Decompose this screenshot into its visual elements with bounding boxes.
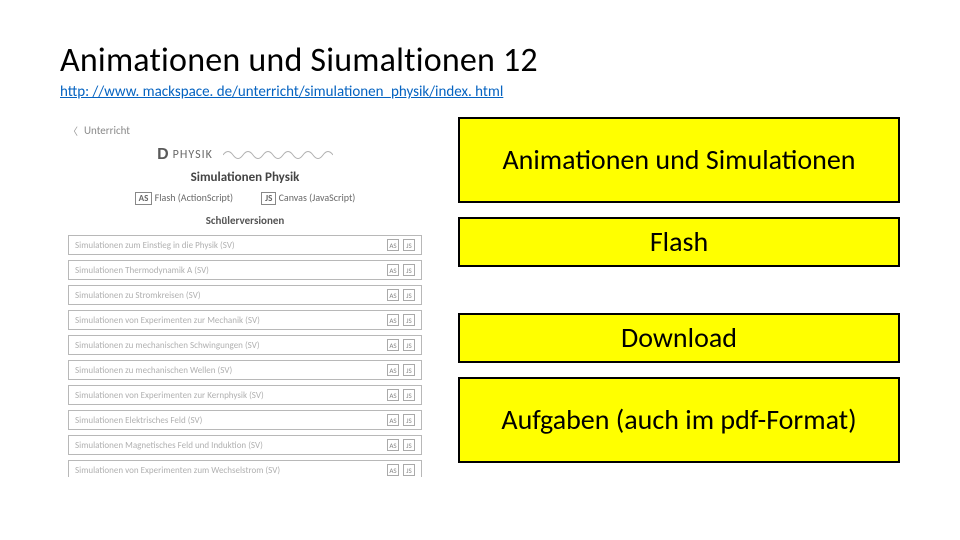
highlight-box-flash: Flash — [458, 217, 900, 267]
list-item: Simulationen Magnetisches Feld und Induk… — [68, 435, 422, 455]
js-icon: JS — [403, 239, 415, 251]
page-title: Animationen und Siumaltionen 12 — [60, 40, 900, 81]
as-icon: AS — [387, 289, 399, 301]
content-row: 〈 Unterricht D PHYSIK Simulationen Physi… — [60, 117, 900, 477]
source-link[interactable]: http: //www. mackspace. de/unterricht/si… — [60, 83, 503, 101]
list-item-icons: AS JS — [387, 314, 415, 326]
list-item: Simulationen Elektrisches Feld (SV) AS JS — [68, 410, 422, 430]
list-item-label: Simulationen Thermodynamik A (SV) — [75, 265, 209, 276]
list-item: Simulationen zu mechanischen Wellen (SV)… — [68, 360, 422, 380]
js-icon: JS — [403, 289, 415, 301]
tech-item: JS Canvas (JavaScript) — [261, 191, 355, 204]
as-icon: AS — [387, 264, 399, 276]
screenshot-logo: D PHYSIK — [60, 144, 430, 168]
logo-text: PHYSIK — [173, 148, 213, 162]
js-icon: JS — [403, 364, 415, 376]
list-item-label: Simulationen zu mechanischen Schwingunge… — [75, 340, 260, 351]
list-item-icons: AS JS — [387, 289, 415, 301]
as-icon: AS — [387, 439, 399, 451]
list-item-label: Simulationen Magnetisches Feld und Induk… — [75, 440, 263, 451]
screenshot-subheading: Schülerversionen — [60, 214, 430, 227]
logo-letter: D — [157, 146, 169, 164]
list-item-icons: AS JS — [387, 414, 415, 426]
as-icon: AS — [387, 364, 399, 376]
list-item: Simulationen zu mechanischen Schwingunge… — [68, 335, 422, 355]
highlight-column: Animationen und Simulationen Flash Downl… — [458, 117, 900, 477]
screenshot-list: Simulationen zum Einstieg in die Physik … — [68, 235, 422, 477]
as-icon: AS — [387, 389, 399, 401]
as-icon: AS — [387, 414, 399, 426]
list-item-icons: AS JS — [387, 464, 415, 476]
list-item-icons: AS JS — [387, 389, 415, 401]
tech-label-js: Canvas (JavaScript) — [279, 191, 356, 204]
spacer — [458, 281, 900, 299]
tech-box-as: AS — [135, 192, 153, 205]
screenshot-topbar: 〈 Unterricht — [60, 117, 430, 144]
back-label: Unterricht — [84, 124, 130, 137]
list-item: Simulationen von Experimenten zur Kernph… — [68, 385, 422, 405]
js-icon: JS — [403, 414, 415, 426]
list-item: Simulationen von Experimenten zum Wechse… — [68, 460, 422, 477]
list-item-label: Simulationen von Experimenten zum Wechse… — [75, 465, 280, 476]
list-item-label: Simulationen zum Einstieg in die Physik … — [75, 240, 235, 251]
js-icon: JS — [403, 389, 415, 401]
wave-icon — [223, 148, 333, 162]
list-item-label: Simulationen zu Stromkreisen (SV) — [75, 290, 201, 301]
highlight-box-download: Download — [458, 313, 900, 363]
as-icon: AS — [387, 314, 399, 326]
js-icon: JS — [403, 314, 415, 326]
tech-item: AS Flash (ActionScript) — [135, 191, 233, 204]
list-item-icons: AS JS — [387, 439, 415, 451]
list-item-label: Simulationen von Experimenten zur Kernph… — [75, 390, 264, 401]
tech-box-js: JS — [261, 192, 276, 205]
highlight-box-animations: Animationen und Simulationen — [458, 117, 900, 203]
list-item-icons: AS JS — [387, 339, 415, 351]
as-icon: AS — [387, 464, 399, 476]
slide: Animationen und Siumaltionen 12 http: //… — [0, 0, 960, 540]
js-icon: JS — [403, 464, 415, 476]
list-item: Simulationen zum Einstieg in die Physik … — [68, 235, 422, 255]
list-item: Simulationen zu Stromkreisen (SV) AS JS — [68, 285, 422, 305]
screenshot-thumbnail: 〈 Unterricht D PHYSIK Simulationen Physi… — [60, 117, 430, 477]
highlight-box-tasks: Aufgaben (auch im pdf-Format) — [458, 377, 900, 463]
list-item-label: Simulationen zu mechanischen Wellen (SV) — [75, 365, 232, 376]
list-item-icons: AS JS — [387, 264, 415, 276]
screenshot-heading: Simulationen Physik — [60, 170, 430, 185]
screenshot-tech-row: AS Flash (ActionScript) JS Canvas (JavaS… — [60, 191, 430, 204]
list-item: Simulationen von Experimenten zur Mechan… — [68, 310, 422, 330]
tech-label-as: Flash (ActionScript) — [155, 191, 233, 204]
chevron-left-icon: 〈 — [68, 123, 78, 138]
list-item: Simulationen Thermodynamik A (SV) AS JS — [68, 260, 422, 280]
js-icon: JS — [403, 264, 415, 276]
list-item-label: Simulationen von Experimenten zur Mechan… — [75, 315, 260, 326]
js-icon: JS — [403, 339, 415, 351]
as-icon: AS — [387, 339, 399, 351]
list-item-icons: AS JS — [387, 364, 415, 376]
js-icon: JS — [403, 439, 415, 451]
as-icon: AS — [387, 239, 399, 251]
list-item-label: Simulationen Elektrisches Feld (SV) — [75, 415, 202, 426]
list-item-icons: AS JS — [387, 239, 415, 251]
